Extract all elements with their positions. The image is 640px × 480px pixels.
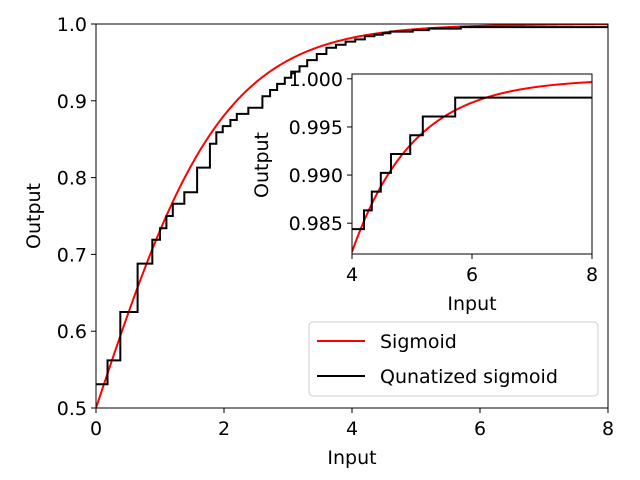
inset-x-axis-label: Input (447, 293, 496, 315)
main-y-tick-label: 0.5 (57, 398, 87, 420)
main-x-tick-label: 8 (602, 418, 614, 440)
main-plot-area (96, 24, 608, 408)
inset-axes: 4 6 8 0.985 0.990 0.995 1.000 Input Output (251, 69, 598, 315)
main-axes: 0 2 4 6 8 0.5 0.6 0.7 0.8 0.9 1.0 Input Output (23, 14, 614, 469)
inset-x-ticks: 4 6 8 (346, 254, 598, 286)
inset-x-tick-label: 6 (466, 264, 478, 286)
legend: Sigmoid Qunatized sigmoid (308, 321, 599, 397)
legend-box (308, 321, 599, 397)
main-x-tick-label: 6 (474, 418, 486, 440)
legend-label-sigmoid: Sigmoid (380, 331, 457, 353)
main-y-ticks: 0.5 0.6 0.7 0.8 0.9 1.0 (57, 14, 96, 420)
main-x-tick-label: 4 (346, 418, 358, 440)
main-x-tick-label: 0 (90, 418, 102, 440)
main-series-quantized-sigmoid (96, 25, 608, 386)
main-x-tick-label: 2 (218, 418, 230, 440)
inset-y-tick-label: 0.985 (289, 213, 343, 235)
main-x-ticks: 0 2 4 6 8 (90, 408, 614, 440)
inset-plot-area (352, 81, 592, 253)
inset-y-ticks: 0.985 0.990 0.995 1.000 (289, 69, 352, 235)
main-y-tick-label: 0.8 (57, 168, 87, 190)
inset-y-tick-label: 1.000 (289, 69, 343, 91)
main-y-tick-label: 0.6 (57, 321, 87, 343)
inset-y-axis-label: Output (251, 132, 273, 198)
inset-y-tick-label: 0.990 (289, 165, 343, 187)
inset-x-tick-label: 4 (346, 264, 358, 286)
legend-label-quantized-sigmoid: Qunatized sigmoid (380, 366, 558, 388)
main-x-axis-label: Input (327, 447, 376, 469)
inset-series-quantized-sigmoid (352, 96, 592, 231)
main-y-tick-label: 1.0 (57, 14, 87, 36)
inset-background (352, 74, 592, 254)
inset-x-tick-label: 8 (586, 264, 598, 286)
main-y-tick-label: 0.9 (57, 91, 87, 113)
main-series-sigmoid (96, 24, 608, 408)
main-y-axis-label: Output (23, 183, 45, 249)
inset-y-tick-label: 0.995 (289, 117, 343, 139)
main-y-tick-label: 0.7 (57, 244, 87, 266)
